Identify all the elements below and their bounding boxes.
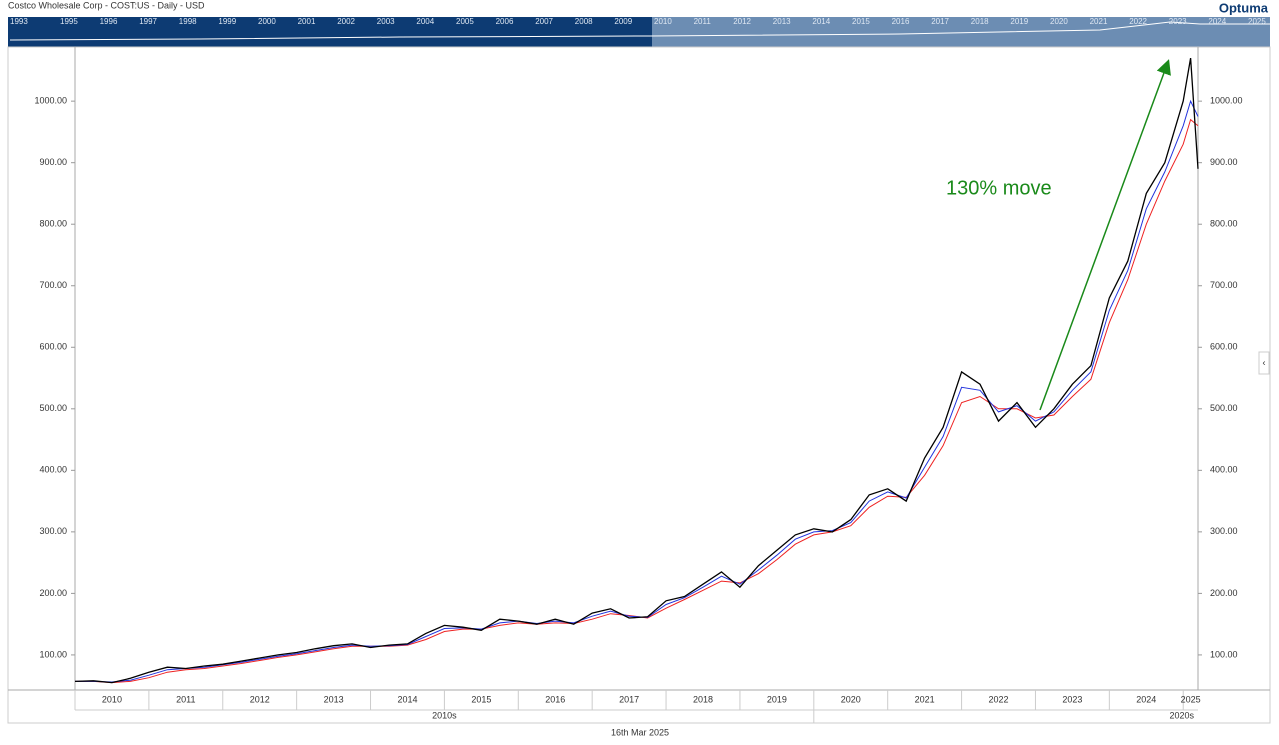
y-tick-label-right: 800.00: [1210, 219, 1238, 229]
y-tick-label: 800.00: [39, 219, 67, 229]
y-tick-label: 100.00: [39, 649, 67, 659]
annotation: 130% move: [946, 177, 1052, 199]
navigator-year: 2005: [456, 17, 474, 26]
logo: Optuma: [1219, 0, 1269, 15]
navigator-year: 1997: [139, 17, 157, 26]
navigator-year: 2012: [733, 17, 751, 26]
navigator-year: 2018: [971, 17, 989, 26]
x-tick-label: 2020: [841, 694, 861, 704]
navigator-year: 2010: [654, 17, 672, 26]
navigator-year: 2007: [535, 17, 553, 26]
x-tick-label: 2016: [545, 694, 565, 704]
decade-label: 2010s: [432, 710, 457, 720]
chart-title: Costco Wholesale Corp - COST:US - Daily …: [8, 0, 205, 10]
navigator-year: 2004: [416, 17, 434, 26]
navigator-year: 2025: [1248, 17, 1266, 26]
x-tick-label: 2018: [693, 694, 713, 704]
y-tick-label: 300.00: [39, 526, 67, 536]
x-tick-label: 2017: [619, 694, 639, 704]
y-tick-label-right: 300.00: [1210, 526, 1238, 536]
x-tick-label: 2015: [471, 694, 491, 704]
navigator-year: 2013: [773, 17, 791, 26]
navigator-year: 2020: [1050, 17, 1068, 26]
y-tick-label: 500.00: [39, 403, 67, 413]
navigator-year: 2002: [337, 17, 355, 26]
navigator-year: 2003: [377, 17, 395, 26]
navigator-year: 1995: [60, 17, 78, 26]
navigator-year: 1993: [10, 17, 28, 26]
navigator-year: 2017: [931, 17, 949, 26]
navigator-year: 2008: [575, 17, 593, 26]
price-line: [74, 57, 1199, 684]
x-tick-label: 2023: [1062, 694, 1082, 704]
x-tick-label: 2019: [767, 694, 787, 704]
navigator-year: 2001: [298, 17, 316, 26]
x-tick-label: 2011: [176, 694, 195, 704]
side-handle[interactable]: [1258, 351, 1270, 375]
footer-date: 16th Mar 2025: [611, 727, 669, 737]
y-tick-label-right: 1000.00: [1210, 96, 1243, 106]
navigator-year: 2011: [694, 17, 712, 26]
navigator-year: 2000: [258, 17, 276, 26]
x-tick-label: 2022: [989, 694, 1009, 704]
navigator-year: 2019: [1010, 17, 1028, 26]
y-tick-label: 1000.00: [34, 96, 67, 106]
y-tick-label: 600.00: [39, 342, 67, 352]
navigator-year: 1999: [218, 17, 236, 26]
navigator-year: 2016: [892, 17, 910, 26]
y-tick-label-right: 700.00: [1210, 280, 1238, 290]
navigator-year: 2024: [1208, 17, 1226, 26]
x-tick-label: 2024: [1136, 694, 1156, 704]
navigator-year: 2009: [614, 17, 632, 26]
navigator-year: 2006: [496, 17, 514, 26]
y-tick-label-right: 900.00: [1210, 157, 1238, 167]
navigator-year: 1998: [179, 17, 197, 26]
y-tick-label-right: 600.00: [1210, 342, 1238, 352]
y-tick-label: 400.00: [39, 465, 67, 475]
y-tick-label-right: 400.00: [1210, 465, 1238, 475]
navigator-line: [9, 21, 1270, 41]
y-tick-label-right: 500.00: [1210, 403, 1238, 413]
navigator-year: 2021: [1090, 17, 1108, 26]
x-tick-label: 2021: [915, 694, 935, 704]
x-tick-label: 2025: [1181, 694, 1201, 704]
y-tick-label-right: 200.00: [1210, 588, 1238, 598]
navigator-year: 2022: [1129, 17, 1147, 26]
y-tick-label: 200.00: [39, 588, 67, 598]
y-tick-label-right: 100.00: [1210, 649, 1238, 659]
plot-frame: [7, 46, 1271, 724]
arrow: [1039, 59, 1171, 411]
y-tick-label: 700.00: [39, 280, 67, 290]
navigator-year: 1996: [100, 17, 118, 26]
price-line: [75, 118, 1199, 684]
x-tick-label: 2014: [397, 694, 417, 704]
y-tick-label: 900.00: [39, 157, 67, 167]
x-tick-label: 2010: [102, 694, 122, 704]
decade-label: 2020s: [1169, 710, 1194, 720]
x-tick-label: 2013: [324, 694, 344, 704]
side-handle-icon[interactable]: ‹: [1263, 357, 1266, 367]
navigator-year: 2014: [812, 17, 830, 26]
navigator-year: 2023: [1169, 17, 1187, 26]
navigator-year: 2015: [852, 17, 870, 26]
x-tick-label: 2012: [250, 694, 270, 704]
